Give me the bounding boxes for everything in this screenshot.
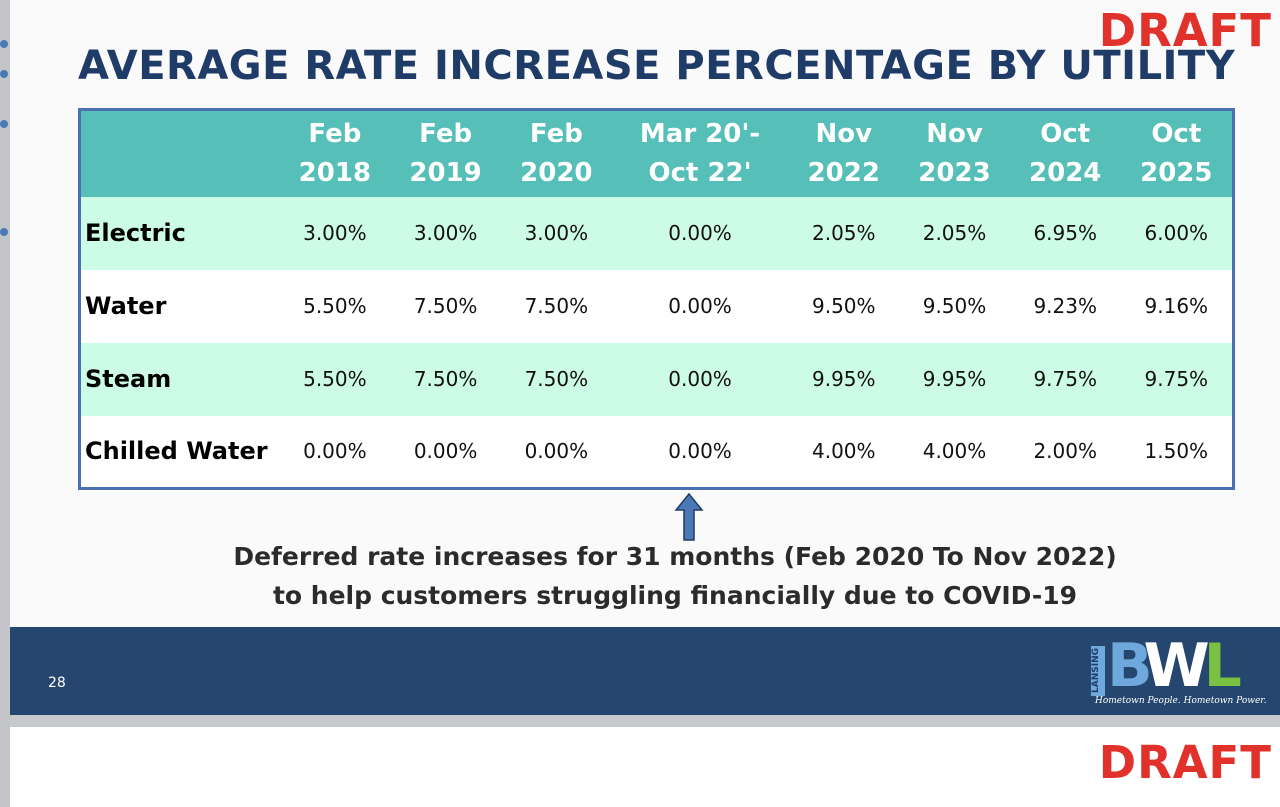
table-cell: 5.50% [279,269,391,343]
table-cell: 9.50% [788,269,900,343]
slide: DRAFT AVERAGE RATE INCREASE PERCENTAGE B… [10,0,1280,715]
table-cell: 2.00% [1009,415,1121,489]
rate-table: Feb 2018 Feb 2019 Feb 2020 Mar 20'- Oct 22' … [78,108,1235,490]
table-cell: 9.75% [1009,342,1121,416]
note-line: Deferred rate increases for 31 months (F… [233,542,1117,571]
header-corner [79,109,280,197]
column-header: Oct 2025 [1120,109,1234,197]
table-cell: 7.50% [500,269,612,343]
table-cell: 6.00% [1120,196,1234,270]
table-cell: 0.00% [611,196,789,270]
table-cell: 9.50% [899,269,1010,343]
table-cell: 7.50% [390,342,501,416]
panel-marker-icon [0,40,8,48]
table-cell: 0.00% [279,415,391,489]
table-cell: 4.00% [899,415,1010,489]
table-row-steam: Steam 5.50% 7.50% 7.50% 0.00% 9.95% 9.95… [79,342,1234,416]
table-cell: 9.95% [788,342,900,416]
slide-divider [10,715,1280,727]
table-cell: 0.00% [611,342,789,416]
panel-marker-icon [0,120,8,128]
table-cell: 9.23% [1009,269,1121,343]
table-cell: 3.00% [500,196,612,270]
slide-panel-strip [0,0,10,807]
column-header: Nov 2023 [899,109,1010,197]
table-cell: 0.00% [611,415,789,489]
table-cell: 2.05% [899,196,1010,270]
logo-tagline: Hometown People. Hometown Power. [1095,696,1267,706]
table-cell: 0.00% [390,415,501,489]
table-cell: 4.00% [788,415,900,489]
table-row-water: Water 5.50% 7.50% 7.50% 0.00% 9.50% 9.50… [79,269,1234,343]
table-header-row: Feb 2018 Feb 2019 Feb 2020 Mar 20'- Oct 22' … [79,109,1234,197]
logo-lansing-text: LANSING [1091,646,1105,696]
column-header: Feb 2020 [500,109,612,197]
next-slide-preview: DRAFT [10,727,1280,807]
table-cell: 7.50% [500,342,612,416]
table-row-electric: Electric 3.00% 3.00% 3.00% 0.00% 2.05% 2… [79,196,1234,270]
table-cell: 9.75% [1120,342,1234,416]
row-label: Steam [79,342,280,416]
row-label: Chilled Water [79,415,280,489]
logo-letters: BWL [1107,631,1242,701]
note-line: to help customers struggling financially… [272,581,1078,610]
table-cell: 1.50% [1120,415,1234,489]
slide-footer: 28 LANSING BWL Hometown People. Hometown… [10,627,1280,715]
table-cell: 5.50% [279,342,391,416]
table-cell: 6.95% [1009,196,1121,270]
row-label: Electric [79,196,280,270]
column-header: Nov 2022 [788,109,900,197]
table-cell: 0.00% [500,415,612,489]
table-cell: 3.00% [390,196,501,270]
draft-watermark: DRAFT [1098,4,1272,57]
table-cell: 3.00% [279,196,391,270]
column-header: Feb 2018 [279,109,391,197]
deferral-note: Deferred rate increases for 31 months (F… [130,537,1220,615]
table-cell: 0.00% [611,269,789,343]
bwl-logo: LANSING BWL Hometown People. Hometown Po… [1085,631,1267,708]
table-row-chilled-water: Chilled Water 0.00% 0.00% 0.00% 0.00% 4.… [79,415,1234,489]
slide-title: AVERAGE RATE INCREASE PERCENTAGE BY UTIL… [78,43,1236,89]
column-header: Feb 2019 [390,109,501,197]
table-cell: 7.50% [390,269,501,343]
column-header: Oct 2024 [1009,109,1121,197]
panel-marker-icon [0,228,8,236]
panel-marker-icon [0,70,8,78]
draft-watermark: DRAFT [1098,736,1272,789]
up-arrow-icon [674,492,704,541]
column-header: Mar 20'- Oct 22' [611,109,789,197]
table-cell: 9.95% [899,342,1010,416]
table-cell: 9.16% [1120,269,1234,343]
page-number: 28 [48,675,66,691]
table-cell: 2.05% [788,196,900,270]
row-label: Water [79,269,280,343]
